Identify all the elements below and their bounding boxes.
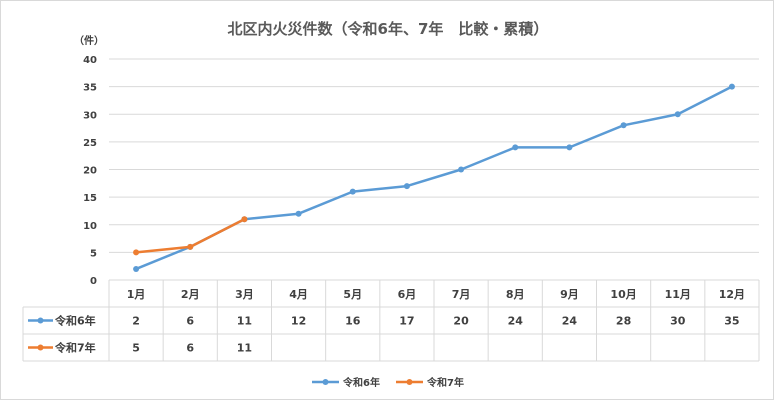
table-series-label: 令和6年 bbox=[54, 314, 96, 328]
y-tick-label: 15 bbox=[83, 193, 97, 204]
table-cell-value: 17 bbox=[399, 315, 414, 328]
y-tick-label: 40 bbox=[83, 55, 97, 66]
x-category-label: 3月 bbox=[235, 288, 254, 301]
table-cell-value: 35 bbox=[724, 315, 739, 328]
y-tick-label: 0 bbox=[90, 276, 97, 287]
data-point bbox=[512, 144, 519, 151]
series-lines bbox=[133, 83, 735, 272]
data-point bbox=[187, 243, 194, 250]
data-point bbox=[458, 166, 465, 173]
legend-key-marker bbox=[322, 379, 329, 385]
table-series-key-marker bbox=[37, 344, 44, 351]
table-cell-value: 2 bbox=[132, 315, 140, 328]
legend: 令和6年 令和7年 bbox=[312, 376, 464, 389]
table-cell-value: 16 bbox=[345, 315, 361, 328]
data-point bbox=[620, 122, 627, 129]
table-cell-value: 6 bbox=[186, 315, 194, 328]
data-point bbox=[674, 111, 681, 118]
chart-title: 北区内火災件数（令和6年、7年 比較・累積） bbox=[228, 20, 549, 38]
table-cell-value: 11 bbox=[237, 315, 252, 328]
x-category-label: 2月 bbox=[181, 288, 200, 301]
table-cell-value: 12 bbox=[291, 315, 306, 328]
data-point bbox=[728, 83, 735, 90]
y-tick-label: 25 bbox=[83, 138, 97, 149]
x-category-label: 11月 bbox=[665, 288, 691, 301]
x-category-label: 7月 bbox=[452, 288, 471, 301]
legend-key-marker bbox=[406, 379, 413, 385]
data-point bbox=[241, 216, 248, 223]
x-category-label: 6月 bbox=[398, 288, 417, 301]
table-cell-value: 24 bbox=[562, 315, 578, 328]
table-series-key-marker bbox=[37, 317, 44, 324]
x-category-label: 12月 bbox=[719, 288, 745, 301]
data-point bbox=[566, 144, 573, 151]
data-point bbox=[133, 265, 140, 272]
x-category-label: 5月 bbox=[343, 288, 362, 301]
table-cell-value: 20 bbox=[453, 315, 469, 328]
table-cell-value: 28 bbox=[616, 315, 631, 328]
table-cell-value: 5 bbox=[132, 342, 140, 355]
table-cell-value: 30 bbox=[670, 315, 686, 328]
legend-entry-label: 令和6年 bbox=[342, 376, 380, 389]
y-tick-label: 30 bbox=[83, 110, 97, 121]
data-point bbox=[295, 210, 302, 217]
x-category-label: 4月 bbox=[289, 288, 308, 301]
data-point bbox=[133, 249, 140, 256]
data-point bbox=[349, 188, 356, 195]
y-tick-label: 20 bbox=[83, 166, 97, 177]
y-axis-unit-label: （件） bbox=[74, 34, 104, 47]
x-category-label: 8月 bbox=[506, 288, 525, 301]
table-cell-value: 24 bbox=[508, 315, 524, 328]
y-tick-label: 10 bbox=[83, 221, 97, 232]
y-tick-label: 5 bbox=[90, 248, 97, 259]
y-tick-label: 35 bbox=[83, 83, 97, 94]
x-category-label: 9月 bbox=[560, 288, 579, 301]
table-cell-value: 11 bbox=[237, 342, 252, 355]
table-series-label: 令和7年 bbox=[54, 341, 96, 355]
legend-entry-label: 令和7年 bbox=[426, 376, 464, 389]
gridlines: 0 5 10 15 20 25 30 35 40 bbox=[83, 55, 759, 287]
x-category-label: 1月 bbox=[127, 288, 146, 301]
table-cell-value: 6 bbox=[186, 342, 194, 355]
data-point bbox=[403, 183, 410, 190]
x-category-label: 10月 bbox=[610, 288, 636, 301]
